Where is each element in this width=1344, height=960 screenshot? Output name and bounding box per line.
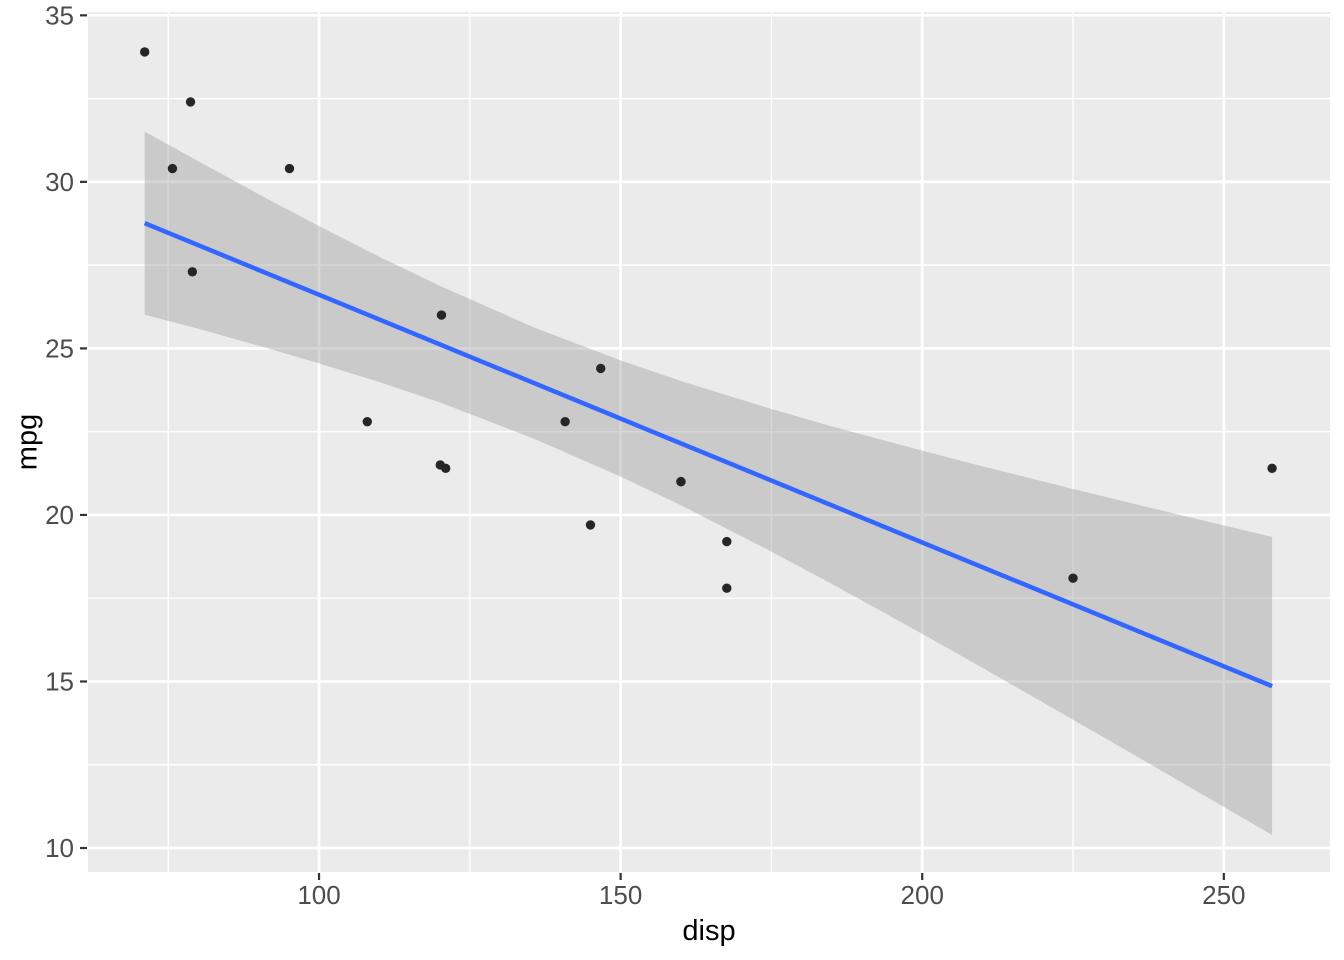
y-tick-label: 10 bbox=[45, 833, 74, 863]
x-tick-label: 100 bbox=[297, 880, 340, 910]
x-axis-title: disp bbox=[682, 915, 736, 947]
y-tick-label: 25 bbox=[45, 333, 74, 363]
y-tick-label: 20 bbox=[45, 500, 74, 530]
x-tick-label: 250 bbox=[1202, 880, 1245, 910]
axis-tick-labels: 100 150 200 250 10 15 20 25 30 35 bbox=[45, 0, 1245, 910]
x-tick-label: 200 bbox=[901, 880, 944, 910]
axis-tick-marks bbox=[80, 14, 1225, 880]
data-point bbox=[596, 363, 606, 374]
data-point bbox=[676, 476, 686, 487]
y-tick-label: 30 bbox=[45, 167, 74, 197]
regression-line bbox=[143, 221, 1273, 689]
major-gridlines bbox=[88, 12, 1330, 872]
data-point bbox=[362, 416, 372, 427]
data-point bbox=[436, 310, 447, 320]
data-points bbox=[140, 47, 1277, 593]
data-point bbox=[284, 163, 295, 174]
data-point bbox=[187, 267, 198, 277]
data-point bbox=[560, 416, 570, 427]
y-tick-label: 15 bbox=[45, 666, 74, 696]
y-tick-label: 35 bbox=[45, 0, 74, 30]
data-point bbox=[1068, 573, 1078, 583]
data-point bbox=[441, 463, 451, 474]
panel-background bbox=[88, 12, 1330, 872]
data-point bbox=[1267, 463, 1277, 474]
x-tick-label: 150 bbox=[599, 880, 642, 910]
y-axis-title: mpg bbox=[11, 413, 44, 471]
confidence-ribbon bbox=[144, 131, 1273, 836]
data-point bbox=[140, 47, 150, 57]
data-point bbox=[722, 583, 732, 593]
data-point bbox=[585, 520, 596, 530]
data-point bbox=[167, 163, 178, 174]
data-point bbox=[185, 97, 196, 107]
data-point bbox=[722, 536, 732, 547]
minor-gridlines bbox=[88, 12, 1330, 872]
